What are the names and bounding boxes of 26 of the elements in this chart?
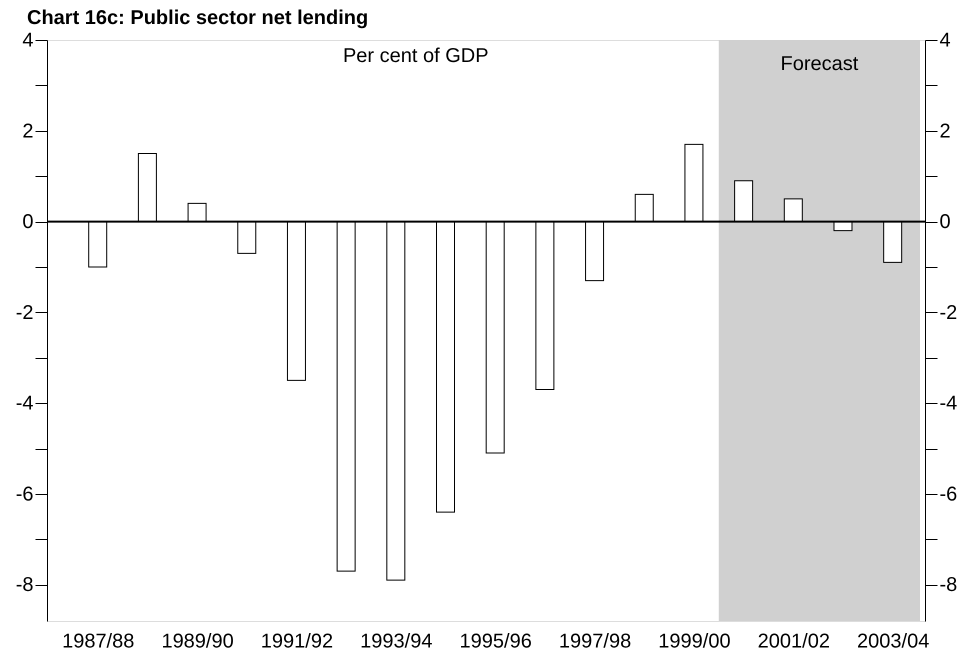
y-tick-label: 0 [22, 211, 34, 234]
x-tick-label: 2003/04 [857, 630, 930, 652]
y-tick-label: -8 [16, 574, 34, 596]
x-tick-label: 1989/90 [161, 630, 234, 652]
y2-tick-label: -6 [940, 483, 958, 506]
y2-tick-label: 2 [940, 120, 951, 142]
band-label: Forecast [780, 53, 859, 75]
y-tick-label: 2 [22, 120, 34, 142]
y-tick-label: -4 [16, 392, 34, 415]
chart-title: Chart 16c: Public sector net lending [27, 7, 368, 29]
x-tick-label: 1987/88 [62, 630, 134, 652]
x-tick-label: 1995/96 [460, 630, 532, 652]
y2-tick-label: -2 [940, 302, 958, 324]
y-tick-label: -2 [16, 302, 34, 324]
x-tick-label: 1991/92 [260, 630, 334, 652]
y-tick-label: 4 [22, 30, 34, 52]
y2-tick-label: -8 [940, 574, 958, 596]
x-tick-label: 1997/98 [558, 630, 632, 652]
y2-tick-label: 0 [940, 211, 951, 234]
y2-tick-label: 4 [940, 30, 951, 52]
x-tick-label: 1993/94 [360, 630, 432, 652]
x-tick-label: 2001/02 [758, 630, 830, 652]
y2-tick-label: -4 [940, 392, 958, 415]
y-tick-label: -6 [16, 483, 34, 506]
annotation: Per cent of GDP [342, 45, 489, 67]
x-tick-label: 1999/00 [658, 630, 731, 652]
